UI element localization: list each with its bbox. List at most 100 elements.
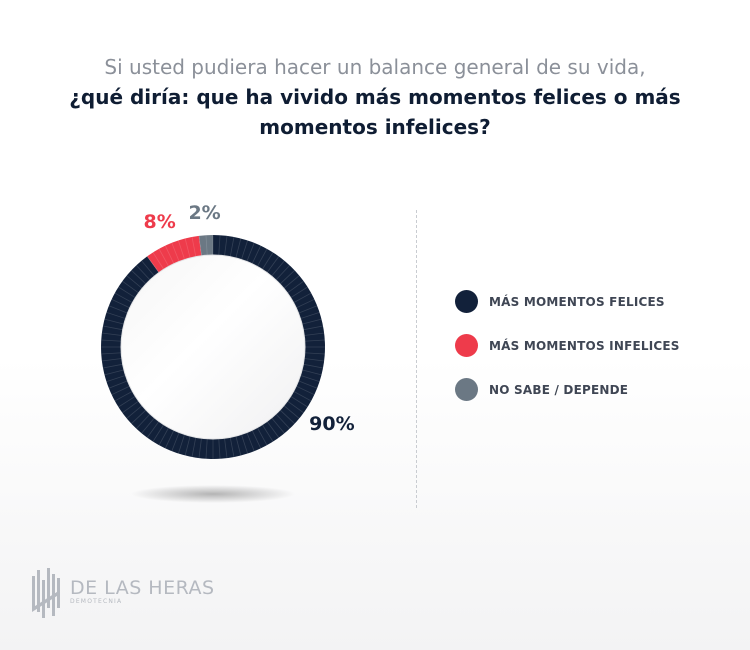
legend-swatch [455,378,478,401]
ring-tick [171,242,181,265]
ring-tick [126,403,145,419]
donut-slice-no-sabe [198,235,213,259]
ring-tick [290,292,312,305]
ring-tick [218,235,221,259]
ring-tick [300,325,324,331]
ring-tick [101,352,125,355]
ring-tick [234,433,242,456]
ring-tick [273,411,290,429]
ring-tick [260,252,274,273]
ring-tick [101,357,125,362]
ring-tick [198,435,203,459]
brand-sub: DEMOTECNIA [70,598,123,605]
ring-tick [245,242,255,265]
legend: MÁS MOMENTOS FELICES MÁS MOMENTOS INFELIC… [455,290,680,422]
ring-tick [250,245,262,267]
ring-tick [240,431,248,454]
ring-tick [284,280,304,296]
legend-label: NO SABE / DEPENDE [489,382,629,397]
ring-tick [122,280,142,296]
ring-tick [287,394,308,408]
ring-tick [290,389,312,402]
ring-tick [111,384,133,396]
ring-tick [118,286,139,300]
ring-tick [245,429,255,452]
ring-tick [108,379,131,389]
ring-tick [299,368,322,376]
ring-tick [184,238,192,261]
brand-logo: DE LAS HERAS DEMOTECNIA [30,566,215,618]
ring-tick [229,236,235,260]
ring-tick [218,435,221,459]
brand-name: DE LAS HERAS [70,577,215,599]
ring-tick [164,245,176,267]
ring-tick [131,407,149,424]
ring-tick [264,418,280,438]
ring-tick [198,235,203,259]
ring-tick [264,256,280,276]
ring-tick [131,270,149,287]
ring-tick [191,434,197,458]
ring-tick [136,411,153,429]
ring-tick [106,312,129,320]
ring-tick [205,235,208,259]
ring-tick [191,236,197,260]
ring-tick [301,332,325,337]
ring-tick [301,339,325,342]
ring-tick [281,275,300,291]
ring-tick [260,421,274,442]
ring-tick [300,363,324,369]
ring-tick [269,260,285,279]
ring-tick [297,374,320,382]
ring-tick [108,305,131,315]
donut-inner-face [120,254,306,440]
chart-title: Si usted pudiera hacer un balance genera… [0,52,750,142]
slice-label-no-sabe: 2% [188,202,220,224]
ring-tick [114,292,136,305]
ring-tick [205,435,208,459]
title-line-3: momentos infelices? [259,115,491,139]
ring-tick [114,389,136,402]
ring-tick [234,238,242,261]
ring-tick [277,270,295,287]
ring-tick [102,325,126,331]
title-line-1: Si usted pudiera hacer un balance genera… [104,55,646,79]
ring-tick [101,339,125,342]
chart-shadow [131,485,295,503]
ring-tick [301,352,325,355]
ring-tick [299,318,322,326]
ring-tick [104,318,127,326]
building-logo-icon [32,568,60,618]
ring-tick [293,298,315,310]
ring-tick [240,240,248,263]
ring-tick [184,433,192,456]
ring-tick [223,235,228,259]
ring-tick [106,374,129,382]
ring-tick [277,407,295,424]
legend-label: MÁS MOMENTOS INFELICES [489,338,680,353]
slice-label-felices: 90% [309,413,354,435]
donut-slice-infelices [147,235,202,275]
ring-tick [152,252,166,273]
ring-tick [229,434,235,458]
ring-tick [297,312,320,320]
ring-tick [102,363,126,369]
ring-tick [284,398,304,414]
ring-tick [146,256,162,276]
ring-tick [101,332,125,337]
legend-item-felices: MÁS MOMENTOS FELICES [455,290,680,313]
ring-tick [126,275,145,291]
ring-tick [158,248,171,270]
legend-label: MÁS MOMENTOS FELICES [489,294,665,309]
ring-tick [136,265,153,283]
ring-tick [223,435,228,459]
ring-tick [295,305,318,315]
divider [416,210,417,508]
ring-tick [269,415,285,434]
ring-tick [118,394,139,408]
legend-item-infelices: MÁS MOMENTOS INFELICES [455,334,680,357]
ring-tick [255,424,268,446]
ring-tick [293,384,315,396]
legend-item-no-sabe: NO SABE / DEPENDE [455,378,680,401]
